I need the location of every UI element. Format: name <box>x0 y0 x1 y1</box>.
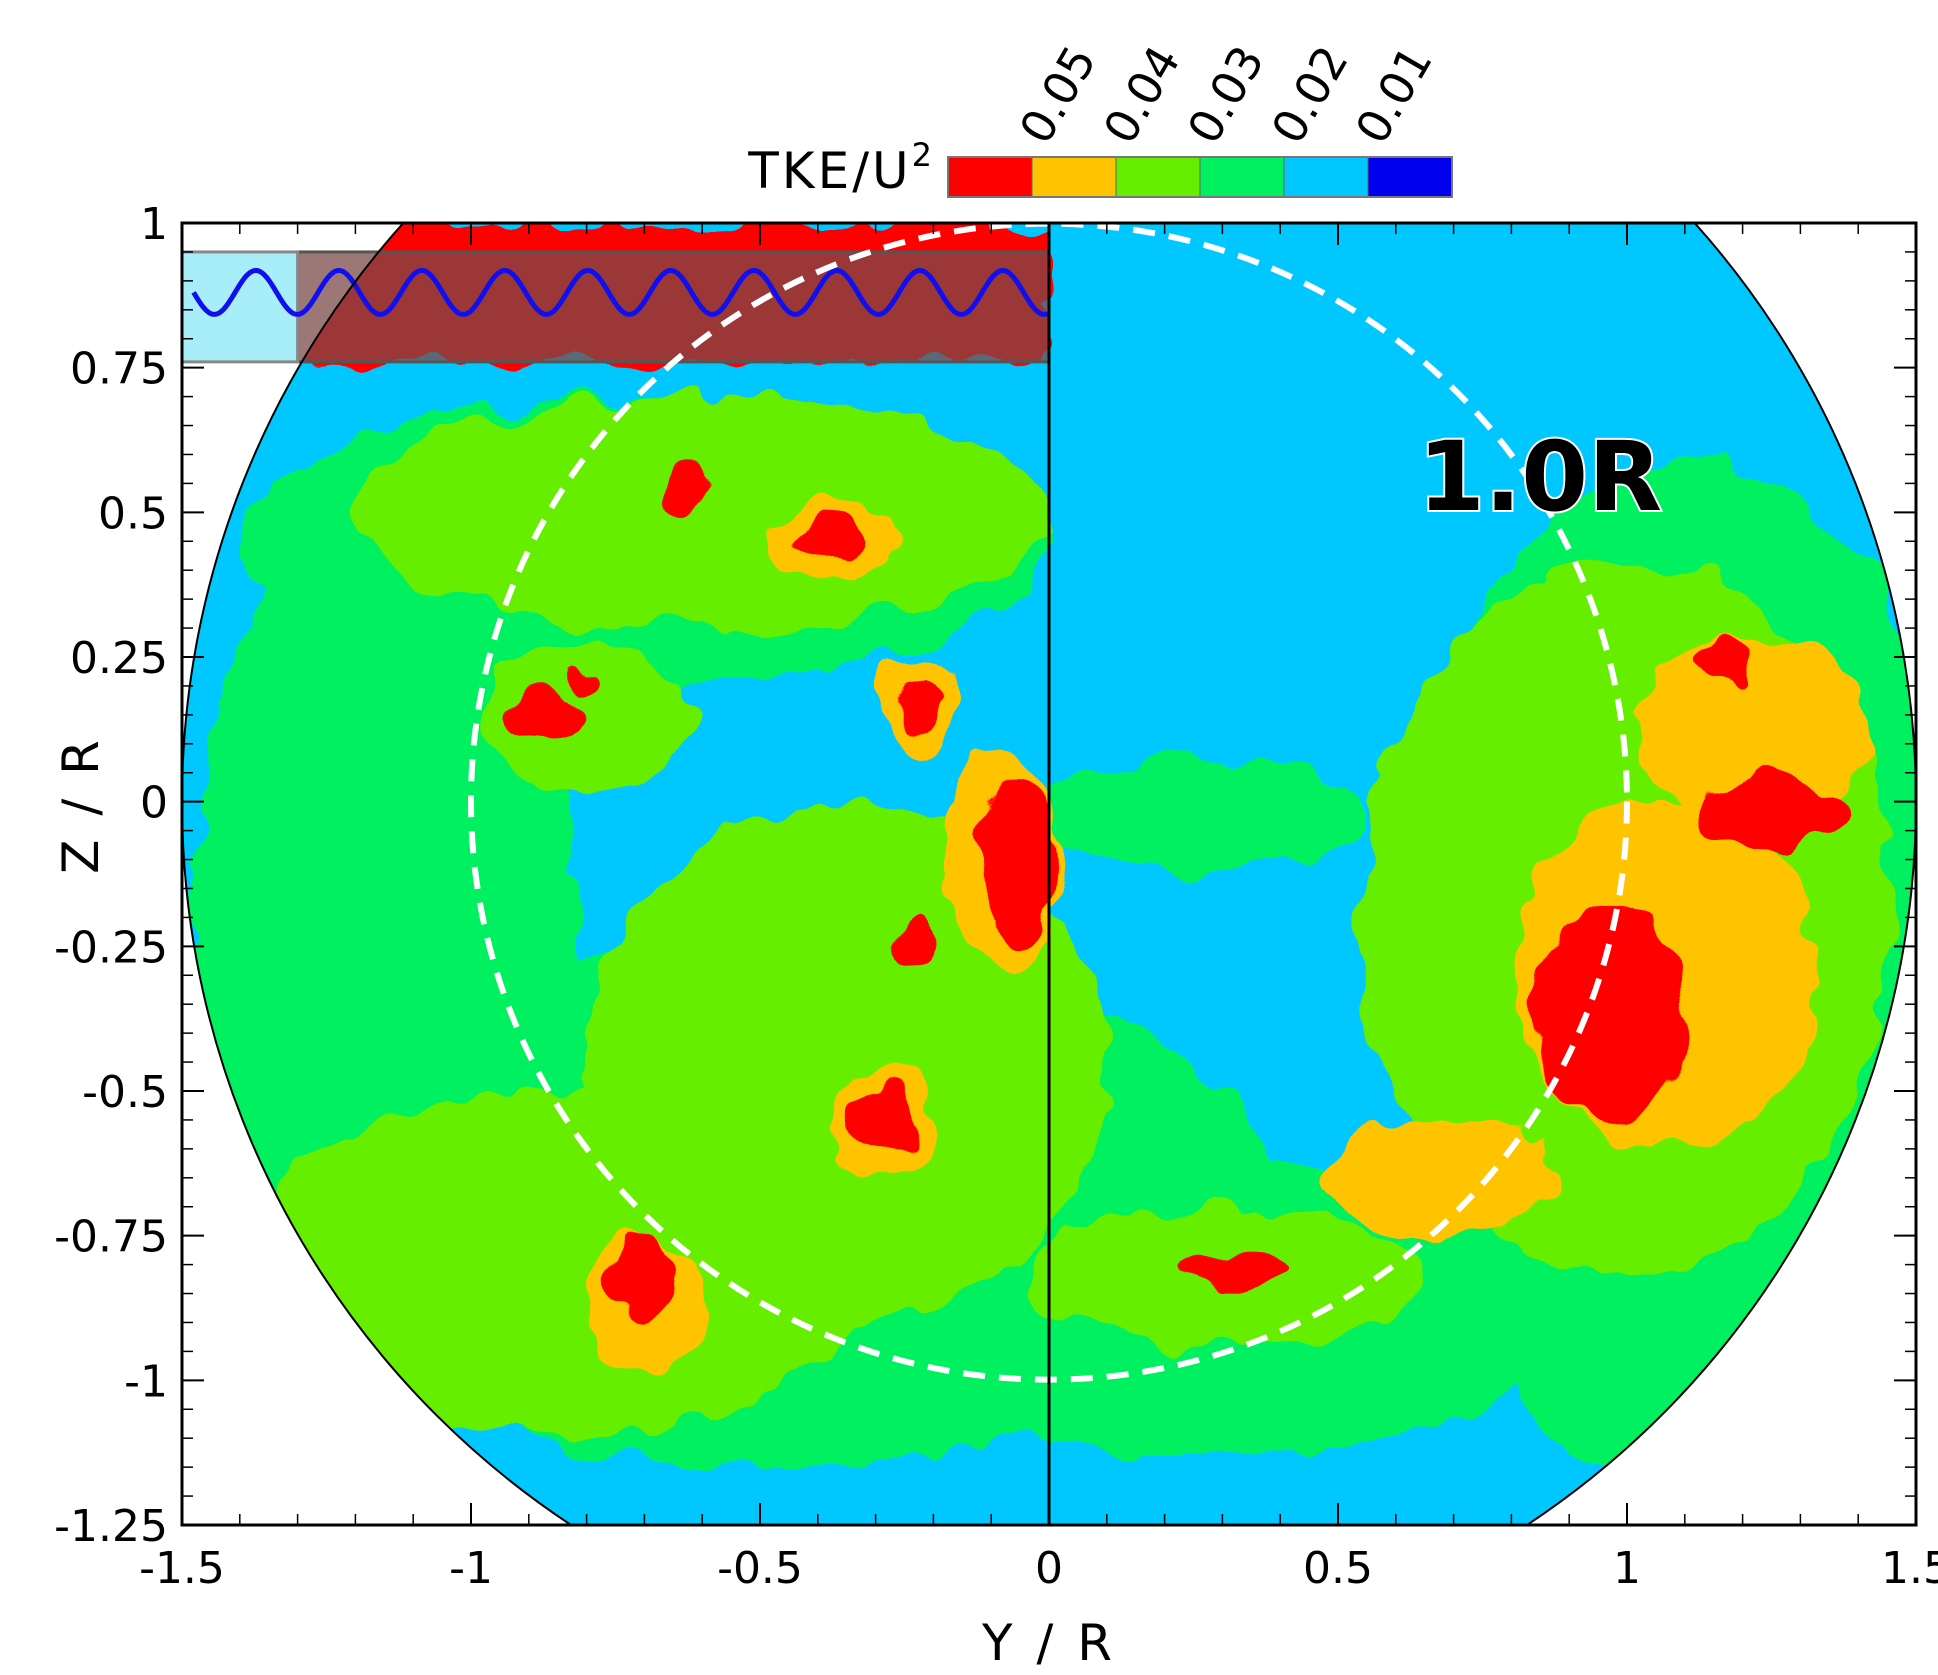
y-tick-label: -1.25 <box>54 1501 168 1552</box>
contour-region <box>1239 581 1310 675</box>
colorbar-frame <box>947 156 1453 198</box>
y-tick-label: 0.5 <box>98 488 168 539</box>
contour-region <box>355 396 1049 629</box>
contour-region <box>1401 269 1448 293</box>
contour-regions <box>182 223 1916 1525</box>
contour-region <box>572 668 602 692</box>
contour-region <box>1193 396 1310 513</box>
y-tick-label: -1 <box>124 1356 168 1407</box>
contour-region <box>575 824 656 895</box>
x-tick-label: -1.5 <box>139 1543 225 1594</box>
colorbar-swatch <box>947 156 1033 198</box>
colorbar-swatch <box>1199 156 1285 198</box>
x-tick-label: -1 <box>449 1543 493 1594</box>
colorbar-level-label: 0.04 <box>1093 37 1191 153</box>
contour-region <box>239 1091 876 1439</box>
contour-region <box>1696 778 1847 848</box>
contour-region <box>1638 633 1870 831</box>
y-tick-label: -0.5 <box>82 1067 168 1118</box>
colorbar-level-label: 0.05 <box>1009 37 1107 153</box>
x-axis-ticks: -1.5 -1 -0.5 0 0.5 1 1.5 <box>139 223 1938 1594</box>
colorbar-title-main: TKE/U <box>747 142 911 200</box>
wave-line <box>191 267 1049 317</box>
plot-area: -1.5 -1 -0.5 0 0.5 1 1.5 1 0.75 0.5 0.25 0 -0.25 -0.… <box>54 199 1938 1594</box>
colorbar: TKE/U2 0.050.040.030.020.01 <box>747 37 1453 200</box>
contour-region <box>898 674 945 733</box>
y-tick-label: -0.75 <box>54 1212 168 1263</box>
contour-region <box>511 691 581 739</box>
annotation-1-0r: 1.0R <box>1418 421 1662 533</box>
y-tick-label: 0.75 <box>70 344 168 395</box>
contour-region <box>794 521 876 562</box>
colorbar-swatch <box>1367 156 1453 198</box>
y-tick-label: 0.25 <box>70 633 168 684</box>
contour-region <box>1326 1119 1558 1236</box>
contour-region <box>482 639 691 791</box>
colorbar-labels: 0.050.040.030.020.01 <box>1009 37 1443 153</box>
colorbar-title-sup: 2 <box>912 136 935 174</box>
colorbar-level-label: 0.02 <box>1261 37 1359 153</box>
y-tick-label: 0 <box>140 778 168 829</box>
colorbar-swatch <box>1115 156 1201 198</box>
x-tick-label: 1.5 <box>1881 1543 1938 1594</box>
y-axis-label: Z / R <box>52 736 110 874</box>
x-tick-label: -0.5 <box>717 1543 803 1594</box>
contour-region <box>846 1085 917 1155</box>
contour-region <box>609 1235 680 1317</box>
colorbar-swatch <box>1031 156 1117 198</box>
x-tick-label: 1 <box>1613 1543 1641 1594</box>
contour-region <box>661 460 708 507</box>
contour-region <box>1696 639 1755 686</box>
contour-region <box>765 726 813 762</box>
colorbar-level-label: 0.03 <box>1177 37 1275 153</box>
contour-region <box>985 778 1055 941</box>
contour-region <box>1534 911 1685 1120</box>
colorbar-level-label: 0.01 <box>1345 37 1443 153</box>
y-axis-ticks: 1 0.75 0.5 0.25 0 -0.25 -0.5 -0.75 -1 -1.25 <box>54 199 1916 1552</box>
y-tick-label: 1 <box>140 199 168 250</box>
contour-region <box>887 917 934 964</box>
blade-shaded-band-left <box>182 250 300 364</box>
contour-region <box>1020 755 1367 872</box>
x-tick-label: 0 <box>1035 1543 1063 1594</box>
y-tick-label: -0.25 <box>54 922 168 973</box>
x-axis-label: Y / R <box>981 1614 1116 1672</box>
colorbar-swatches <box>947 156 1453 198</box>
x-tick-label: 0.5 <box>1303 1543 1373 1594</box>
colorbar-title: TKE/U2 <box>747 136 935 200</box>
colorbar-swatch <box>1283 156 1369 198</box>
contour-region <box>1187 1253 1292 1288</box>
contour-region <box>586 1455 760 1525</box>
